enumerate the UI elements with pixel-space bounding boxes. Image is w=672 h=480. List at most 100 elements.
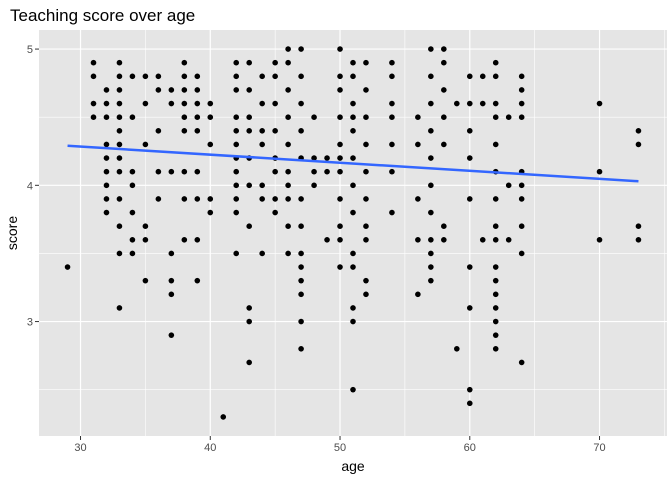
data-point xyxy=(298,100,304,107)
data-point xyxy=(492,114,499,120)
data-point xyxy=(298,128,304,134)
data-point xyxy=(337,114,343,120)
data-point xyxy=(350,264,356,270)
data-point xyxy=(350,114,356,120)
data-point xyxy=(272,59,278,66)
data-point xyxy=(129,237,136,243)
data-point xyxy=(363,141,369,148)
data-point xyxy=(492,264,499,270)
data-point xyxy=(207,114,214,120)
data-point xyxy=(311,114,317,120)
data-point xyxy=(350,305,356,311)
data-point xyxy=(441,46,447,52)
data-point xyxy=(350,128,356,134)
data-point xyxy=(116,250,123,257)
data-point xyxy=(233,59,240,66)
data-point xyxy=(246,128,252,134)
data-point xyxy=(492,73,499,80)
y-tick-label: 3 xyxy=(27,317,33,329)
data-point xyxy=(194,87,201,93)
data-point xyxy=(168,100,175,107)
data-point xyxy=(272,168,278,175)
data-point xyxy=(518,73,525,80)
data-point xyxy=(233,128,240,134)
data-point xyxy=(285,182,291,189)
data-point xyxy=(129,73,136,80)
data-point xyxy=(441,237,447,243)
data-point xyxy=(466,100,473,107)
data-point xyxy=(116,141,123,148)
data-point xyxy=(635,141,642,148)
data-point xyxy=(272,73,278,80)
data-point xyxy=(103,155,110,161)
data-point xyxy=(505,114,512,120)
data-point xyxy=(285,46,291,52)
data-point xyxy=(181,128,188,134)
data-point xyxy=(259,73,265,80)
data-point xyxy=(259,128,265,134)
data-point xyxy=(518,182,525,189)
data-point xyxy=(116,73,123,80)
data-point xyxy=(363,168,369,175)
data-point xyxy=(363,114,369,120)
data-point xyxy=(363,237,369,243)
data-point xyxy=(285,114,291,120)
data-point xyxy=(129,114,136,120)
data-point xyxy=(168,332,175,338)
data-point xyxy=(479,73,486,80)
data-point xyxy=(492,305,499,311)
x-tick-label: 70 xyxy=(593,442,605,454)
data-point xyxy=(363,87,369,93)
data-point xyxy=(492,291,499,298)
data-point xyxy=(168,168,175,175)
data-point xyxy=(518,196,525,202)
data-point xyxy=(466,155,473,161)
data-point xyxy=(181,59,188,66)
data-point xyxy=(492,277,499,284)
data-point xyxy=(129,168,136,175)
data-point xyxy=(155,196,162,202)
data-point xyxy=(259,196,265,202)
data-point xyxy=(466,400,473,407)
data-point xyxy=(103,196,110,202)
data-point xyxy=(116,196,123,202)
data-point xyxy=(220,414,227,420)
data-point xyxy=(298,264,304,270)
data-point xyxy=(194,237,201,243)
data-point xyxy=(233,87,240,93)
data-point xyxy=(103,209,110,216)
data-point xyxy=(389,59,395,66)
data-point xyxy=(272,100,278,107)
data-point xyxy=(285,250,291,257)
data-point xyxy=(90,59,97,66)
x-axis: 30 40 50 60 70 xyxy=(74,436,606,454)
data-point xyxy=(181,87,188,93)
data-point xyxy=(246,182,252,189)
data-point xyxy=(428,155,434,161)
x-tick-label: 50 xyxy=(334,442,346,454)
data-point xyxy=(337,237,343,243)
data-point xyxy=(298,223,304,229)
data-point xyxy=(233,73,240,80)
data-point xyxy=(285,168,291,175)
data-point xyxy=(415,237,421,243)
y-axis-label: score xyxy=(4,216,20,250)
data-point xyxy=(285,196,291,202)
data-point xyxy=(389,73,395,80)
data-point xyxy=(311,155,317,161)
data-point xyxy=(635,128,642,134)
data-point xyxy=(466,386,473,393)
data-point xyxy=(64,264,71,270)
data-point xyxy=(233,168,240,175)
data-point xyxy=(505,237,512,243)
data-point xyxy=(466,196,473,202)
data-point xyxy=(518,87,525,93)
data-point xyxy=(479,100,486,107)
data-point xyxy=(518,359,525,366)
x-axis-label: age xyxy=(341,458,365,474)
data-point xyxy=(129,182,136,189)
data-point xyxy=(142,237,149,243)
data-point xyxy=(350,73,356,80)
data-point xyxy=(337,73,343,80)
